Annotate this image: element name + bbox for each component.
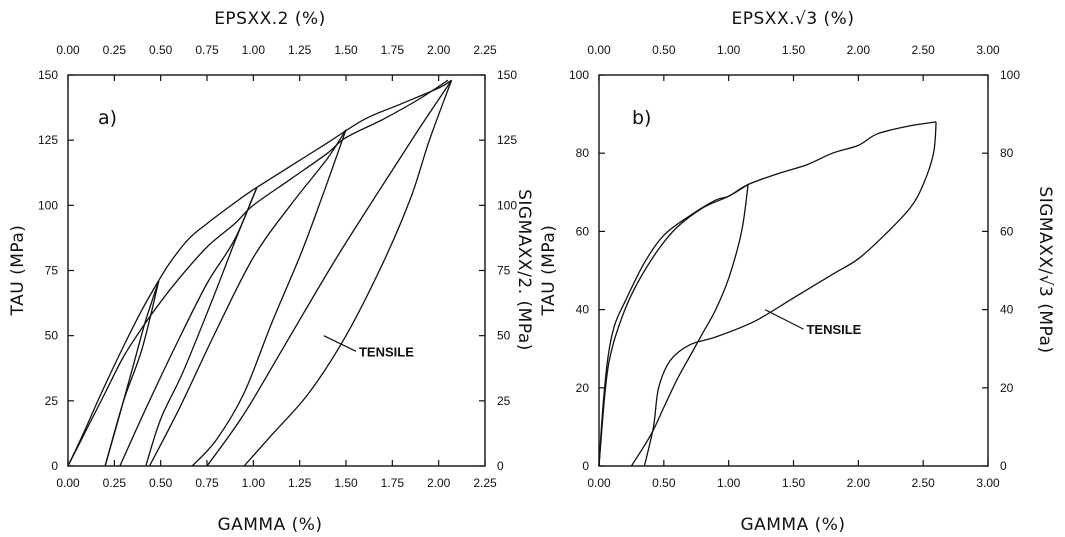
x2-tick-label: 1.50 — [782, 43, 806, 57]
top-axis-title: EPSXX.2 (%) — [214, 9, 326, 29]
y2-tick-label: 100 — [497, 198, 517, 212]
y2-tick-label: 100 — [1000, 68, 1020, 82]
y-tick-label: 60 — [576, 224, 590, 238]
x-tick-label: 1.25 — [288, 476, 312, 490]
y-tick-label: 40 — [576, 303, 590, 317]
y-tick-label: 125 — [38, 133, 58, 147]
x-tick-label: 0.00 — [56, 476, 80, 490]
tensile-annotation-b: TENSILE — [764, 309, 862, 337]
x2-tick-label: 1.50 — [334, 43, 358, 57]
y-tick-label: 20 — [576, 381, 590, 395]
series-line-3 — [630, 184, 749, 467]
top-axis-title: EPSXX.√3 (%) — [732, 9, 855, 29]
right-axis-title: SIGMAXX/√3 (MPa) — [1035, 186, 1055, 353]
y-axis-title: TAU (MPa) — [8, 225, 28, 317]
tensile-annotation-a: TENSILE — [323, 335, 414, 359]
tensile-label-b: TENSILE — [806, 322, 861, 337]
plot-frame-b — [598, 74, 989, 467]
tensile-arrow — [764, 309, 804, 330]
x-tick-label: 2.25 — [473, 476, 497, 490]
x-tick-label: 2.50 — [911, 476, 935, 490]
x2-tick-label: 1.00 — [717, 43, 741, 57]
x-tick-label: 0.25 — [103, 476, 127, 490]
series-line-2 — [598, 121, 937, 467]
series-line-7 — [191, 129, 347, 467]
right-axis-title: SIGMAXX/2. (MPa) — [514, 189, 534, 351]
x-tick-label: 1.50 — [334, 476, 358, 490]
x2-tick-label: 0.25 — [103, 43, 127, 57]
plot-frame-a — [67, 74, 486, 467]
x2-tick-label: 0.00 — [56, 43, 80, 57]
panel-a: 0.00 0.25 0.50 0.75 1.00 1.25 1.50 1.75 2.00 2.25… — [8, 9, 534, 535]
series-line-1 — [67, 79, 452, 467]
x2-tick-label: 0.50 — [149, 43, 173, 57]
y-tick-label: 50 — [45, 329, 59, 343]
x2-tick-label: 0.00 — [587, 43, 611, 57]
x2-tick-label: 1.75 — [381, 43, 405, 57]
x2-tick-label: 2.25 — [473, 43, 497, 57]
x2-tick-label: 2.50 — [911, 43, 935, 57]
series-line-5 — [145, 186, 258, 467]
x-tick-label: 2.00 — [427, 476, 451, 490]
y2-tick-label: 75 — [497, 264, 511, 278]
x-tick-label: 0.00 — [587, 476, 611, 490]
series-line-4 — [104, 280, 160, 467]
y2-tick-label: 60 — [1000, 224, 1014, 238]
y-tick-label: 0 — [51, 459, 58, 473]
y2-tick-label: 25 — [497, 394, 511, 408]
x2-tick-label: 0.75 — [195, 43, 219, 57]
x2-tick-label: 2.00 — [847, 43, 871, 57]
series-line-1 — [598, 183, 749, 467]
tensile-arrow — [323, 335, 357, 352]
series-line-2 — [67, 79, 449, 467]
x-tick-label: 3.00 — [976, 476, 1000, 490]
y2-tick-label: 125 — [497, 133, 517, 147]
x-axis-title: GAMMA (%) — [217, 515, 322, 535]
series-line-8 — [148, 129, 347, 467]
x-tick-label: 1.00 — [242, 476, 266, 490]
x2-tick-label: 0.50 — [652, 43, 676, 57]
y-tick-label: 150 — [38, 68, 58, 82]
ticks-a: 0.00 0.25 0.50 0.75 1.00 1.25 1.50 1.75 2.00 2.25… — [38, 43, 517, 490]
curves-b — [598, 121, 937, 467]
x-tick-label: 2.00 — [847, 476, 871, 490]
y2-tick-label: 50 — [497, 329, 511, 343]
x-axis-title: GAMMA (%) — [740, 515, 845, 535]
series-line-4 — [643, 121, 937, 467]
y2-tick-label: 0 — [1000, 459, 1007, 473]
panel-label-a: a) — [98, 107, 117, 129]
ticks-b: 0.00 0.50 1.00 1.50 2.00 2.50 3.00 0.00 0.50 1.00… — [569, 43, 1020, 490]
y-tick-label: 80 — [576, 146, 590, 160]
y-tick-label: 100 — [569, 68, 589, 82]
x-tick-label: 1.50 — [782, 476, 806, 490]
x-tick-label: 0.50 — [652, 476, 676, 490]
y-tick-label: 75 — [45, 264, 59, 278]
y2-tick-label: 0 — [497, 459, 504, 473]
x-tick-label: 1.75 — [381, 476, 405, 490]
y-tick-label: 25 — [45, 394, 59, 408]
panel-b: 0.00 0.50 1.00 1.50 2.00 2.50 3.00 0.00 0.50 1.00… — [539, 9, 1055, 535]
y-axis-title: TAU (MPa) — [539, 225, 559, 317]
x2-tick-label: 2.00 — [427, 43, 451, 57]
x2-tick-label: 3.00 — [976, 43, 1000, 57]
y2-tick-label: 20 — [1000, 381, 1014, 395]
x-tick-label: 1.00 — [717, 476, 741, 490]
y-tick-label: 100 — [38, 198, 58, 212]
y-tick-label: 0 — [582, 459, 589, 473]
y2-tick-label: 150 — [497, 68, 517, 82]
x2-tick-label: 1.25 — [288, 43, 312, 57]
x-tick-label: 0.50 — [149, 476, 173, 490]
series-line-10 — [206, 79, 453, 467]
tensile-label-a: TENSILE — [359, 344, 414, 359]
series-line-6 — [119, 186, 258, 467]
x-tick-label: 0.75 — [195, 476, 219, 490]
y2-tick-label: 80 — [1000, 146, 1014, 160]
series-line-9 — [243, 79, 453, 467]
x2-tick-label: 1.00 — [242, 43, 266, 57]
panel-label-b: b) — [632, 107, 651, 129]
y2-tick-label: 40 — [1000, 303, 1014, 317]
curves-a — [67, 79, 453, 467]
